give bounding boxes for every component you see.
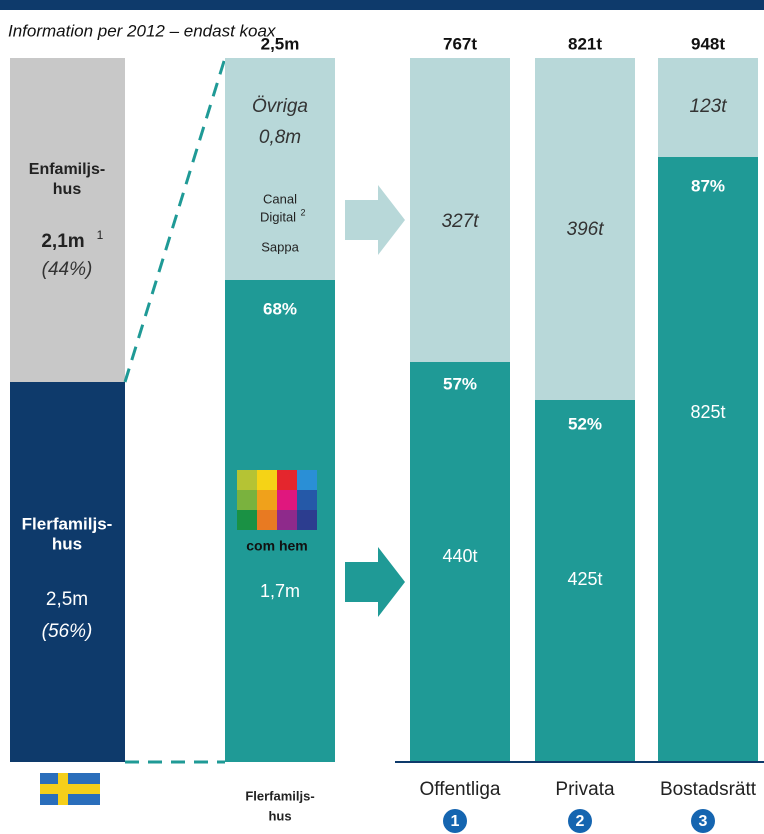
share: 68% <box>263 299 297 318</box>
comhem-block <box>410 362 510 762</box>
comhem-value: 825t <box>690 402 725 422</box>
label: Sappa <box>261 239 299 254</box>
number-badge <box>443 809 467 833</box>
multi-family-block <box>10 382 125 762</box>
number: 1 <box>451 813 460 830</box>
label: Flerfamiljs- <box>22 514 113 533</box>
footnote: 2 <box>300 207 305 217</box>
logo-text: com hem <box>246 538 307 554</box>
label: hus <box>53 181 82 198</box>
other-value: 327t <box>442 211 480 232</box>
share: 87% <box>691 176 725 195</box>
other-block <box>225 58 335 280</box>
comhem-block <box>535 400 635 762</box>
total: 948t <box>691 34 725 53</box>
comhem-block <box>658 157 758 762</box>
number-badge <box>568 809 592 833</box>
number-badge <box>691 809 715 833</box>
label: Flerfamiljs- <box>245 788 314 803</box>
category: Bostadsrätt <box>660 779 757 800</box>
other-block <box>535 58 635 400</box>
label: Övriga <box>252 96 308 117</box>
comhem-value: 440t <box>442 546 477 566</box>
category: Offentliga <box>420 779 501 800</box>
label: Enfamiljs- <box>29 161 105 178</box>
arrow <box>345 185 405 255</box>
value: 2,1m <box>41 231 84 252</box>
arrow <box>345 547 405 617</box>
label: Digital <box>260 209 296 224</box>
other-block <box>410 58 510 362</box>
segments: 767t 327t 57% 440t Offentliga 1 821t 396t 52% 425… <box>410 34 758 833</box>
label: Canal <box>263 191 297 206</box>
category: Privata <box>555 779 615 800</box>
share: 52% <box>568 414 602 433</box>
top-band <box>0 0 764 10</box>
total: 767t <box>443 34 477 53</box>
other-value: 396t <box>567 219 605 240</box>
subtitle: Information per 2012 – endast koax <box>8 21 276 40</box>
connector <box>123 57 227 383</box>
footnote: 1 <box>97 228 104 242</box>
other-value: 123t <box>690 96 728 117</box>
total: 821t <box>568 34 602 53</box>
logo <box>237 470 317 530</box>
value: 2,5m <box>46 589 88 610</box>
label: hus <box>268 808 291 823</box>
label: hus <box>52 534 82 553</box>
value: 1,7m <box>260 581 300 601</box>
label: 0,8m <box>259 127 301 148</box>
share: (44%) <box>42 259 93 280</box>
total: 2,5m <box>261 34 300 53</box>
comhem-value: 425t <box>567 569 602 589</box>
other-block <box>658 58 758 157</box>
share: (56%) <box>42 621 93 642</box>
flag-cross <box>40 784 100 794</box>
number: 2 <box>576 813 585 830</box>
number: 3 <box>699 813 708 830</box>
single-family-block <box>10 58 125 382</box>
share: 57% <box>443 374 477 393</box>
